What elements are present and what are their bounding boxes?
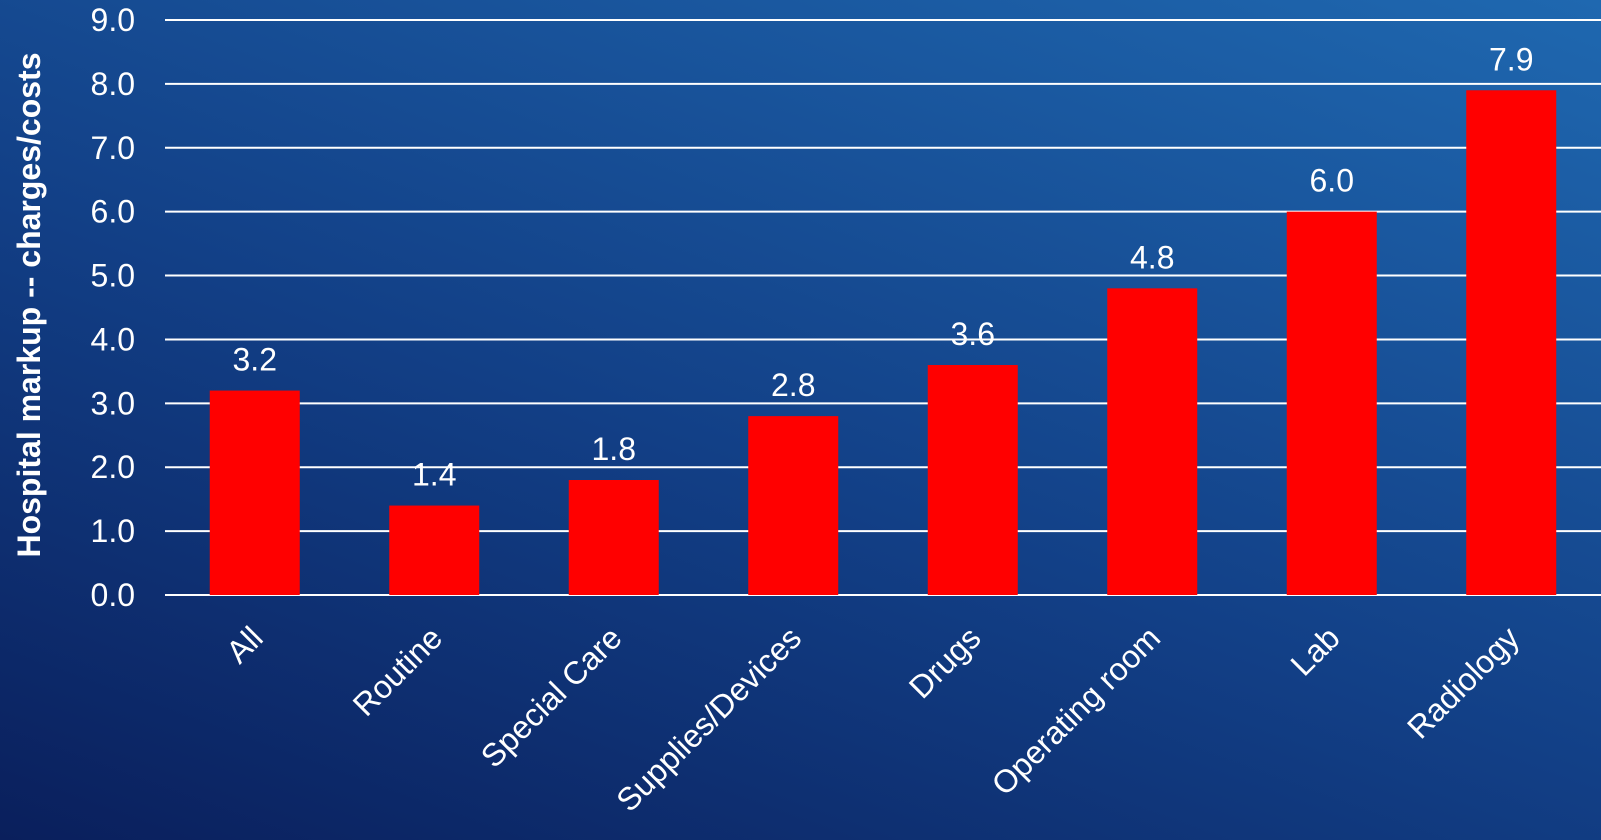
data-label: 2.8 [771,367,815,403]
x-tick-label: Special Care [474,619,629,774]
y-tick-label: 8.0 [91,66,135,102]
bar-6 [1286,211,1377,595]
y-tick-labels: 0.0 1.0 2.0 3.0 4.0 5.0 6.0 7.0 8.0 9.0 [91,2,135,613]
data-labels: 3.2 1.4 1.8 2.8 3.6 4.8 6.0 7.9 [233,41,1534,492]
x-tick-label: All [219,619,270,670]
bar-1 [389,505,480,595]
y-tick-label: 2.0 [91,449,135,485]
y-tick-label: 6.0 [91,194,135,230]
bar-3 [748,416,839,595]
y-tick-label: 5.0 [91,258,135,294]
bar-0 [209,390,300,595]
data-label: 7.9 [1489,41,1533,77]
data-label: 4.8 [1130,239,1174,275]
bar-2 [568,480,659,595]
y-tick-label: 9.0 [91,2,135,38]
bars [209,90,1557,596]
data-label: 3.2 [233,342,277,378]
data-label: 1.4 [412,457,456,493]
data-label: 3.6 [951,316,995,352]
x-tick-label: Supplies/Devices [609,619,808,818]
y-tick-label: 3.0 [91,385,135,421]
data-label: 6.0 [1310,163,1354,199]
y-tick-label: 1.0 [91,513,135,549]
bar-4 [927,365,1018,595]
y-tick-label: 0.0 [91,577,135,613]
x-tick-label: Radiology [1400,619,1526,745]
y-axis-label: Hospital markup -- charges/costs [11,52,47,557]
bar-5 [1107,288,1198,595]
y-tick-label: 4.0 [91,321,135,357]
data-label: 1.8 [592,431,636,467]
x-tick-label: Operating room [985,619,1168,802]
bar-7 [1466,90,1557,596]
x-tick-label: Drugs [902,619,988,705]
x-tick-label: Routine [346,619,449,722]
x-tick-label: Lab [1283,619,1346,682]
y-tick-label: 7.0 [91,130,135,166]
gridlines [165,19,1601,596]
